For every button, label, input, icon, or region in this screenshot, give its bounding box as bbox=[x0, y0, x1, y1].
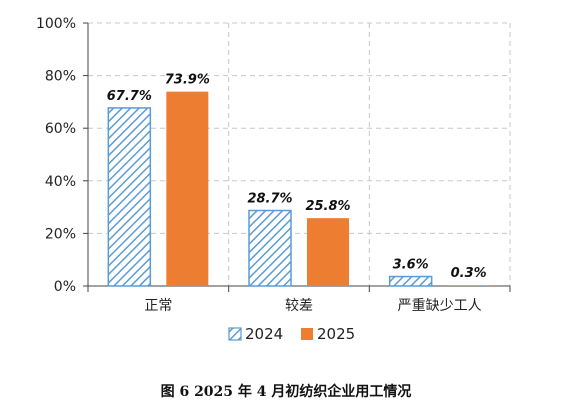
y-tick-label: 0% bbox=[54, 279, 76, 295]
data-label: 28.7% bbox=[247, 192, 292, 207]
bar-2025 bbox=[166, 91, 209, 286]
axes: 0% 20% 40% 60% 80% 100% 正常 较差 严重缺少工人 bbox=[36, 16, 511, 314]
data-label: 3.6% bbox=[393, 258, 429, 273]
x-category-label: 较差 bbox=[285, 298, 313, 314]
bar-2024 bbox=[107, 107, 152, 287]
y-tick-label: 100% bbox=[36, 16, 76, 32]
bars bbox=[107, 91, 490, 287]
figure-caption: 图 6 2025 年 4 月初纺织企业用工情况 bbox=[161, 383, 412, 400]
gridlines bbox=[88, 22, 511, 286]
bar-2025 bbox=[447, 285, 490, 286]
data-label: 25.8% bbox=[305, 199, 350, 214]
data-label: 0.3% bbox=[451, 266, 487, 281]
y-tick-label: 20% bbox=[45, 226, 76, 242]
legend: 2024 2025 bbox=[228, 325, 355, 343]
bar-2024 bbox=[248, 209, 292, 287]
x-category-label: 正常 bbox=[144, 298, 172, 314]
y-tick-label: 80% bbox=[45, 69, 76, 85]
legend-label: 2025 bbox=[317, 325, 355, 343]
legend-swatch-2024 bbox=[228, 327, 242, 341]
bar-2025 bbox=[307, 218, 349, 286]
data-labels: 67.7% 28.7% 3.6% 73.9% 25.8% 0.3% bbox=[107, 73, 487, 282]
y-tick-label: 40% bbox=[45, 174, 76, 190]
bar-2024 bbox=[388, 275, 433, 287]
legend-label: 2024 bbox=[245, 325, 283, 343]
x-category-label: 严重缺少工人 bbox=[398, 298, 482, 314]
y-tick-label: 60% bbox=[45, 121, 76, 137]
data-label: 73.9% bbox=[165, 73, 210, 88]
data-label: 67.7% bbox=[107, 89, 152, 104]
legend-swatch-2025 bbox=[301, 328, 313, 340]
